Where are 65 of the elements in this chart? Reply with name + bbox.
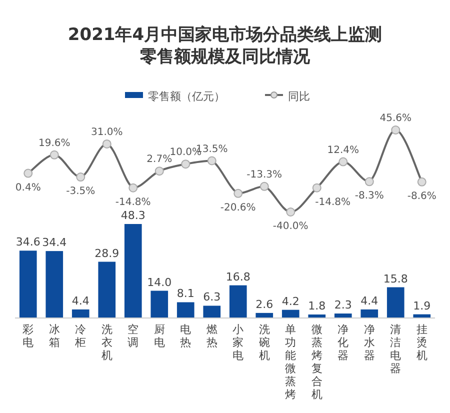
- data-label: 8.1: [176, 287, 194, 300]
- x-tick-label: 空调: [128, 323, 139, 349]
- x-tick-label: 清洁电器: [390, 323, 402, 375]
- data-label: 19.6%: [38, 138, 70, 149]
- bar: [98, 262, 116, 318]
- data-label: 2.6: [256, 298, 274, 311]
- data-label: 31.0%: [90, 126, 123, 138]
- x-tick-label: 洗碗机: [258, 323, 270, 362]
- bar: [256, 312, 274, 318]
- bar: [46, 251, 64, 318]
- x-tick-label: 挂烫机: [416, 323, 428, 362]
- bar: [229, 285, 247, 318]
- x-tick-label: 净化器: [338, 323, 349, 362]
- data-label: 14.0: [147, 276, 172, 289]
- data-label: 4.4: [360, 294, 378, 308]
- data-label: 48.3: [120, 209, 146, 222]
- data-label: -13.3%: [246, 169, 282, 180]
- bar: [124, 224, 142, 318]
- data-label: -8.3%: [354, 190, 384, 202]
- bar: [72, 309, 90, 318]
- bar: [150, 290, 168, 318]
- data-label: 34.6: [16, 236, 40, 249]
- x-tick-label: 洗衣机: [101, 323, 112, 362]
- x-tick-label: 电热: [180, 323, 192, 349]
- legend-label: 零售额（亿元）: [148, 90, 225, 103]
- bar: [176, 302, 194, 318]
- data-label: -20.6%: [220, 202, 256, 214]
- x-tick-label: 单功能微蒸烤: [285, 323, 296, 401]
- data-label: -40.0%: [272, 221, 308, 232]
- data-label: 1.8: [308, 299, 326, 312]
- x-tick-label: 微蒸烤复合机: [311, 323, 322, 401]
- data-label: 12.4%: [327, 144, 360, 156]
- legend: 同比: [265, 90, 310, 103]
- x-tick-label: 冰箱: [48, 323, 60, 349]
- bar: [334, 314, 352, 318]
- chart-title: 2021年4月中国家电市场分品类线上监测零售额规模及同比情况: [68, 25, 382, 67]
- data-label: -14.8%: [115, 196, 151, 208]
- bar: [386, 287, 404, 318]
- legend-label: 同比: [288, 90, 310, 103]
- data-label: 28.9: [94, 246, 120, 260]
- data-label: 1.9: [413, 299, 431, 312]
- data-label: 2.7%: [146, 154, 172, 166]
- data-label: 34.4: [42, 236, 67, 250]
- data-label: 2.3: [334, 298, 352, 312]
- data-label: 45.6%: [380, 113, 412, 124]
- x-tick-label: 彩电: [22, 323, 34, 349]
- data-label: -14.8%: [315, 196, 351, 208]
- x-tick-label: 燃热: [206, 323, 218, 349]
- data-label: 0.4%: [15, 182, 41, 194]
- data-label: 4.4: [72, 294, 90, 308]
- x-tick-label: 冷柜: [74, 323, 86, 349]
- x-tick-label: 小家电: [232, 323, 244, 362]
- data-label: -8.6%: [407, 190, 436, 202]
- data-label: -3.5%: [66, 186, 96, 198]
- x-tick-label: 厨电: [154, 323, 165, 349]
- data-label: 6.3: [203, 290, 221, 304]
- legend: 零售额（亿元）: [125, 90, 225, 103]
- bar: [19, 250, 37, 318]
- data-label: 15.8: [383, 272, 408, 286]
- bar: [360, 309, 378, 318]
- bar: [282, 310, 300, 318]
- x-tick-label: 净水器: [364, 323, 375, 362]
- data-label: 16.8: [226, 270, 250, 284]
- data-label: 4.2: [282, 294, 300, 308]
- bar: [203, 306, 221, 318]
